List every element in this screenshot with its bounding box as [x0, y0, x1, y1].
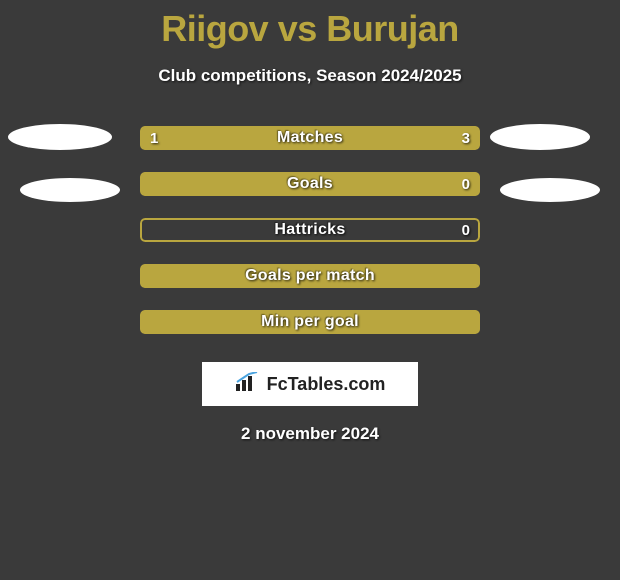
title-player2: Burujan [326, 8, 459, 49]
stat-bar-value-right: 0 [462, 218, 470, 242]
stat-bar: Goals per match [140, 264, 480, 288]
team-badge-right-top [490, 124, 590, 150]
team-badge-left-bottom [20, 178, 120, 202]
stat-bar: Goals0 [140, 172, 480, 196]
stat-bar-label: Hattricks [140, 218, 480, 242]
team-badge-left-top [8, 124, 112, 150]
stat-bar: Min per goal [140, 310, 480, 334]
stat-bar-value-left: 1 [150, 126, 158, 150]
logo-chart-icon [235, 372, 261, 397]
team-badge-right-bottom [500, 178, 600, 202]
stat-bars: Matches13Goals0Hattricks0Goals per match… [140, 126, 480, 334]
stat-bar: Hattricks0 [140, 218, 480, 242]
stat-bar-label: Goals [140, 172, 480, 196]
subtitle: Club competitions, Season 2024/2025 [0, 66, 620, 86]
date-label: 2 november 2024 [0, 424, 620, 444]
logo-text: FcTables.com [267, 374, 386, 395]
page-title: Riigov vs Burujan [0, 0, 620, 50]
stat-bar-label: Matches [140, 126, 480, 150]
stat-bar-value-right: 3 [462, 126, 470, 150]
comparison-chart: Matches13Goals0Hattricks0Goals per match… [0, 126, 620, 334]
stat-bar: Matches1 3 [140, 126, 480, 150]
title-player1: Riigov [161, 8, 268, 49]
title-vs: vs [268, 8, 326, 49]
logo-panel: FcTables.com [202, 362, 418, 406]
stat-bar-label: Goals per match [140, 264, 480, 288]
stat-bar-label: Min per goal [140, 310, 480, 334]
stat-bar-value-right: 0 [462, 172, 470, 196]
